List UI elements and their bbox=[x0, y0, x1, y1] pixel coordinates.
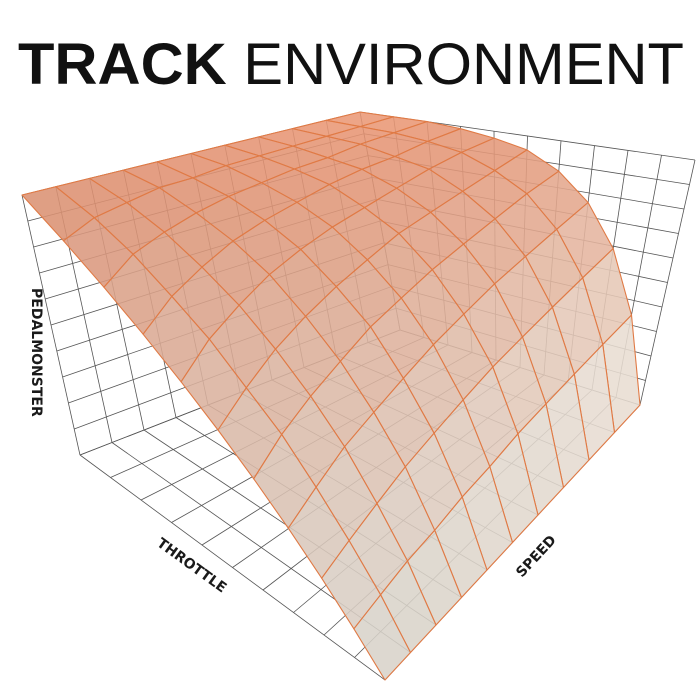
chart-title: TRACK ENVIRONMENT bbox=[18, 32, 684, 97]
title-bold: TRACK bbox=[18, 32, 227, 97]
title-regular: ENVIRONMENT bbox=[243, 32, 684, 97]
x-axis-label: THROTTLE bbox=[154, 535, 230, 596]
z-axis-label: PEDALMONSTER bbox=[28, 288, 44, 417]
y-axis-label: SPEED bbox=[513, 532, 560, 580]
surface-mesh bbox=[21, 111, 641, 681]
surface-cell bbox=[353, 594, 412, 681]
